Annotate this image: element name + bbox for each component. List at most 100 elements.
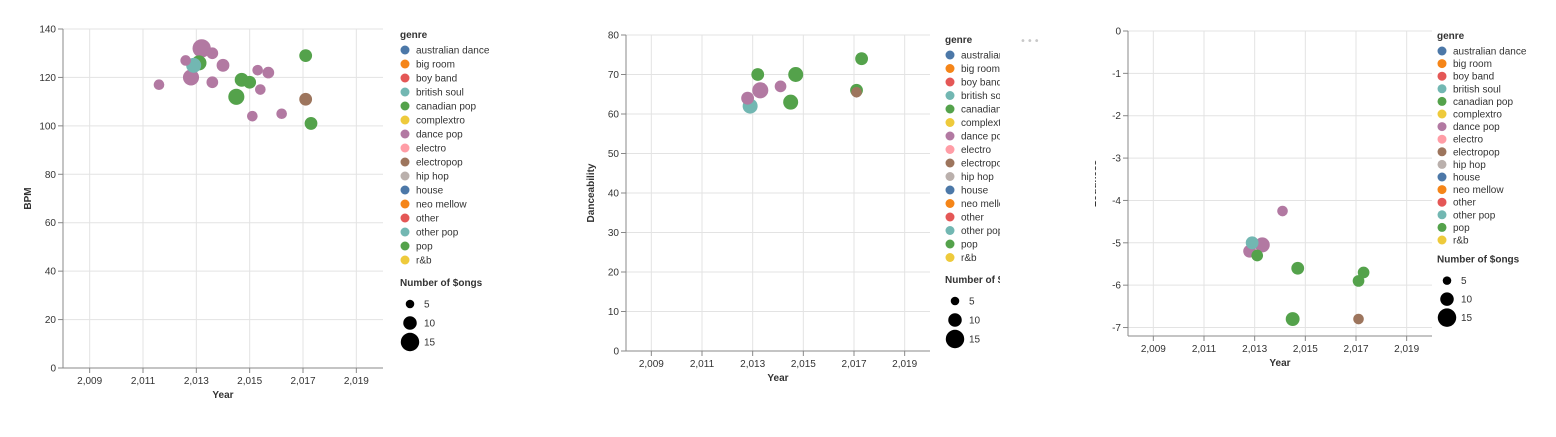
legend-size-swatch — [400, 332, 420, 352]
legend-genre-label: complextro — [961, 118, 1000, 129]
legend-genre-label: house — [416, 186, 444, 197]
data-point — [252, 64, 263, 76]
legend-size-label: 5 — [424, 300, 430, 311]
x-axis-title: Year — [1269, 358, 1290, 369]
y-tick-label: 40 — [45, 267, 57, 278]
legend-genre-label: big room — [416, 60, 455, 71]
legend-genre-label: neo mellow — [1453, 185, 1504, 196]
data-point — [1291, 261, 1305, 275]
legend-swatch — [945, 185, 955, 195]
legend-swatch — [1437, 147, 1447, 157]
legend-genre-label: r&b — [416, 256, 432, 267]
data-point — [1254, 237, 1270, 253]
data-point — [206, 47, 219, 60]
legend-size-swatch — [1442, 276, 1452, 285]
legend-swatch — [1437, 134, 1447, 144]
legend-size-title: Number of $ongs — [945, 275, 1000, 286]
legend-swatch — [1437, 46, 1447, 56]
legend-swatch — [400, 59, 410, 69]
legend-genre-label: other pop — [416, 228, 459, 239]
legend-swatch — [945, 239, 955, 249]
legend-genre-label: canadian pop — [416, 102, 476, 113]
legend-swatch — [945, 199, 955, 208]
data-point — [783, 94, 799, 110]
danceability-vs-year-chart: 2,009 2,011 2,013 2,015 2,017 2,019 0 10 20 30 40 5… — [586, 31, 1000, 385]
x-tick-label: 2,011 — [690, 359, 715, 370]
y-tick-label: -4 — [1112, 196, 1121, 207]
y-tick-label: 0 — [50, 364, 56, 375]
legend-genre-label: hip hop — [416, 172, 449, 183]
legend-swatch — [400, 143, 410, 153]
x-tick-label: 2,009 — [77, 376, 102, 387]
legend-swatch — [1437, 185, 1447, 195]
legend-size-swatch — [948, 313, 962, 327]
legend-genre-title: genre — [1437, 31, 1465, 42]
y-tick-label: -3 — [1112, 154, 1121, 165]
legend-genre-label: neo mellow — [416, 200, 467, 211]
legend-genre-label: other — [961, 213, 984, 224]
legend-genre-label: electro — [416, 144, 446, 155]
data-point — [774, 80, 787, 93]
legend-size-title: Number of $ongs — [1437, 255, 1520, 266]
data-point — [1353, 313, 1364, 325]
more-options-icon[interactable]: ••• — [1020, 36, 1041, 47]
legend-swatch — [1437, 197, 1447, 207]
legend-genre-label: electro — [1453, 135, 1483, 146]
legend-size-label: 10 — [969, 316, 981, 327]
data-point — [1277, 205, 1288, 217]
legend-swatch — [945, 226, 955, 235]
legend-genre-label: electro — [961, 145, 991, 156]
legend-size-swatch — [945, 329, 965, 349]
x-tick-label: 2,009 — [1141, 344, 1166, 355]
legend-swatch — [400, 115, 410, 125]
legend-swatch — [400, 227, 410, 237]
x-tick-label: 2,019 — [1394, 344, 1419, 355]
legend-size-swatch — [950, 296, 960, 306]
legend-swatch — [1437, 59, 1447, 69]
data-point — [1285, 312, 1300, 327]
data-point — [216, 58, 230, 72]
legend-genre-label: electropop — [416, 158, 463, 169]
legend-swatch — [1437, 210, 1447, 220]
data-point — [206, 76, 219, 89]
legend-swatch — [400, 101, 410, 111]
legend-genre-label: british soul — [416, 88, 464, 99]
legend-genre-label: dance pop — [416, 130, 463, 141]
y-tick-label: 50 — [608, 149, 620, 160]
y-tick-label: 60 — [45, 218, 57, 229]
legend-size-swatch — [403, 316, 417, 330]
legend-swatch — [400, 45, 410, 55]
legend-swatch — [1437, 71, 1447, 81]
legend-genre-label: house — [961, 186, 989, 197]
y-tick-label: 80 — [45, 170, 57, 181]
legend-swatch — [945, 158, 955, 168]
legend-genre-label: electropop — [961, 159, 1000, 170]
data-point — [247, 110, 258, 122]
legend-swatch — [945, 172, 955, 181]
legend-swatch — [400, 241, 410, 251]
data-point — [1352, 275, 1365, 287]
legend-size-label: 15 — [1461, 313, 1473, 324]
data-point — [299, 92, 313, 106]
data-point — [304, 117, 318, 130]
y-tick-label: -6 — [1112, 281, 1121, 292]
x-tick-label: 2,017 — [841, 359, 866, 370]
legend-swatch — [945, 91, 955, 100]
legend-genre-label: australian dance — [1453, 47, 1527, 58]
y-tick-label: 100 — [39, 121, 56, 132]
y-tick-label: 140 — [39, 25, 56, 36]
legend-genre-label: complextro — [1453, 110, 1502, 121]
legend-genre-label: neo mellow — [961, 199, 1000, 210]
y-tick-label: 120 — [39, 73, 56, 84]
data-point — [299, 49, 313, 63]
legend-genre-label: boy band — [416, 74, 457, 85]
y-tick-label: 0 — [1115, 27, 1121, 38]
y-tick-label: -5 — [1112, 238, 1121, 249]
x-tick-label: 2,017 — [1343, 344, 1368, 355]
x-tick-label: 2,011 — [1192, 344, 1217, 355]
data-point — [851, 86, 862, 98]
legend-genre-label: big room — [961, 64, 1000, 75]
legend-genre-title: genre — [400, 30, 428, 41]
legend-swatch — [1437, 84, 1447, 94]
legend-swatch — [945, 64, 955, 73]
